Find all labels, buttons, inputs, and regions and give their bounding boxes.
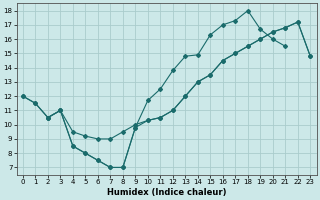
X-axis label: Humidex (Indice chaleur): Humidex (Indice chaleur) (107, 188, 226, 197)
